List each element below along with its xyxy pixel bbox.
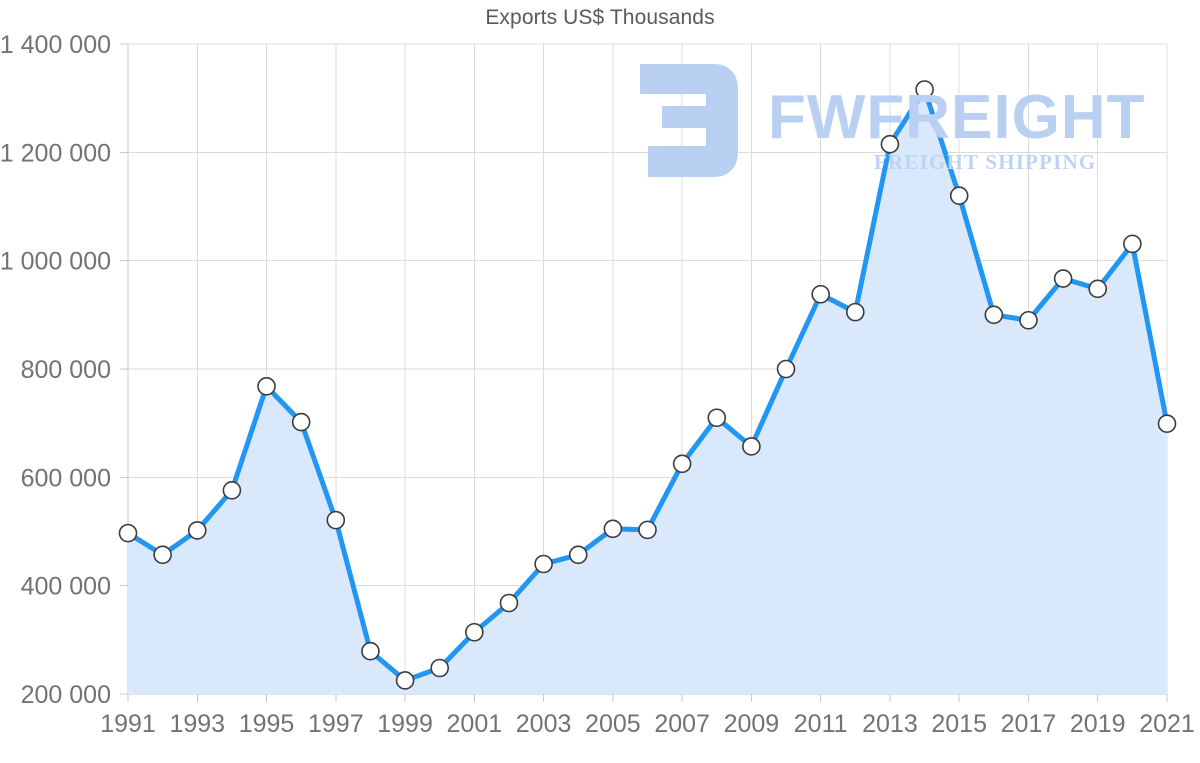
data-point-marker[interactable] xyxy=(1157,414,1177,434)
x-axis-tick-label: 2013 xyxy=(862,710,918,738)
data-point-marker[interactable] xyxy=(603,519,623,539)
x-axis-tick-label: 1997 xyxy=(308,710,364,738)
data-point-marker[interactable] xyxy=(672,454,692,474)
data-point-marker[interactable] xyxy=(638,520,657,540)
data-point-marker[interactable] xyxy=(326,510,346,530)
x-axis-tick-label: 2017 xyxy=(1001,710,1057,738)
chart-title: Exports US$ Thousands xyxy=(485,6,715,29)
x-axis-tick-label: 2001 xyxy=(447,710,503,738)
y-axis-tick-label: 200 000 xyxy=(21,681,111,709)
y-axis-tick-label: 400 000 xyxy=(21,573,111,601)
x-axis-tick-label: 2007 xyxy=(654,710,710,738)
x-axis-tick-label: 2019 xyxy=(1070,710,1126,738)
x-axis-tick-label: 2015 xyxy=(931,710,987,738)
data-point-marker[interactable] xyxy=(845,302,865,322)
x-axis-tick-label: 1995 xyxy=(239,710,295,738)
data-point-marker[interactable] xyxy=(465,622,484,642)
x-axis-tick-label: 2005 xyxy=(585,710,641,738)
data-point-marker[interactable] xyxy=(811,284,830,304)
x-axis-tick-label: 1993 xyxy=(169,710,225,738)
data-point-marker[interactable] xyxy=(1088,279,1108,299)
series-area xyxy=(128,89,1167,694)
y-axis-tick-label: 1 200 000 xyxy=(0,139,111,167)
data-point-marker[interactable] xyxy=(222,481,242,500)
x-axis-tick-label: 2011 xyxy=(794,710,848,738)
data-point-marker[interactable] xyxy=(153,545,172,565)
data-point-marker[interactable] xyxy=(291,412,311,432)
data-point-marker[interactable] xyxy=(1053,269,1073,288)
data-point-marker[interactable] xyxy=(187,521,207,540)
data-point-marker[interactable] xyxy=(776,359,796,379)
data-point-marker[interactable] xyxy=(707,408,727,428)
x-axis-tick-label: 2021 xyxy=(1139,710,1195,738)
y-axis-tick-label: 800 000 xyxy=(21,356,111,384)
data-point-marker[interactable] xyxy=(499,593,519,613)
data-point-marker[interactable] xyxy=(1019,310,1038,330)
data-point-marker[interactable] xyxy=(395,671,415,690)
data-point-marker[interactable] xyxy=(534,554,553,574)
data-point-marker[interactable] xyxy=(568,545,588,565)
y-axis-tick-labels: 200 000 400 000 600 000 800 000 1 000 000 1 2… xyxy=(0,31,111,709)
data-point-marker[interactable] xyxy=(361,641,380,661)
data-point-marker[interactable] xyxy=(915,80,934,99)
y-axis-tick-label: 600 000 xyxy=(21,464,111,492)
data-point-marker[interactable] xyxy=(949,186,969,205)
y-axis-tick-label: 1 400 000 xyxy=(0,31,111,59)
data-point-marker[interactable] xyxy=(430,658,450,678)
x-axis-tick-label: 2009 xyxy=(724,710,780,738)
data-point-marker[interactable] xyxy=(257,377,276,396)
data-point-marker[interactable] xyxy=(1123,234,1142,254)
x-axis-tick-label: 2003 xyxy=(516,710,572,738)
series-markers[interactable] xyxy=(118,80,1177,690)
data-point-marker[interactable] xyxy=(984,305,1004,325)
x-axis-tick-label: 1999 xyxy=(377,710,433,738)
data-point-marker[interactable] xyxy=(742,437,761,456)
data-point-marker[interactable] xyxy=(880,134,900,154)
x-axis-tick-labels: 1991 1993 1995 1997 1999 2001 2003 2005 2007 2009… xyxy=(100,710,1195,738)
data-point-marker[interactable] xyxy=(118,523,138,543)
x-axis-tick-label: 1991 xyxy=(100,710,156,738)
y-axis-tick-label: 1 000 000 xyxy=(0,248,111,276)
